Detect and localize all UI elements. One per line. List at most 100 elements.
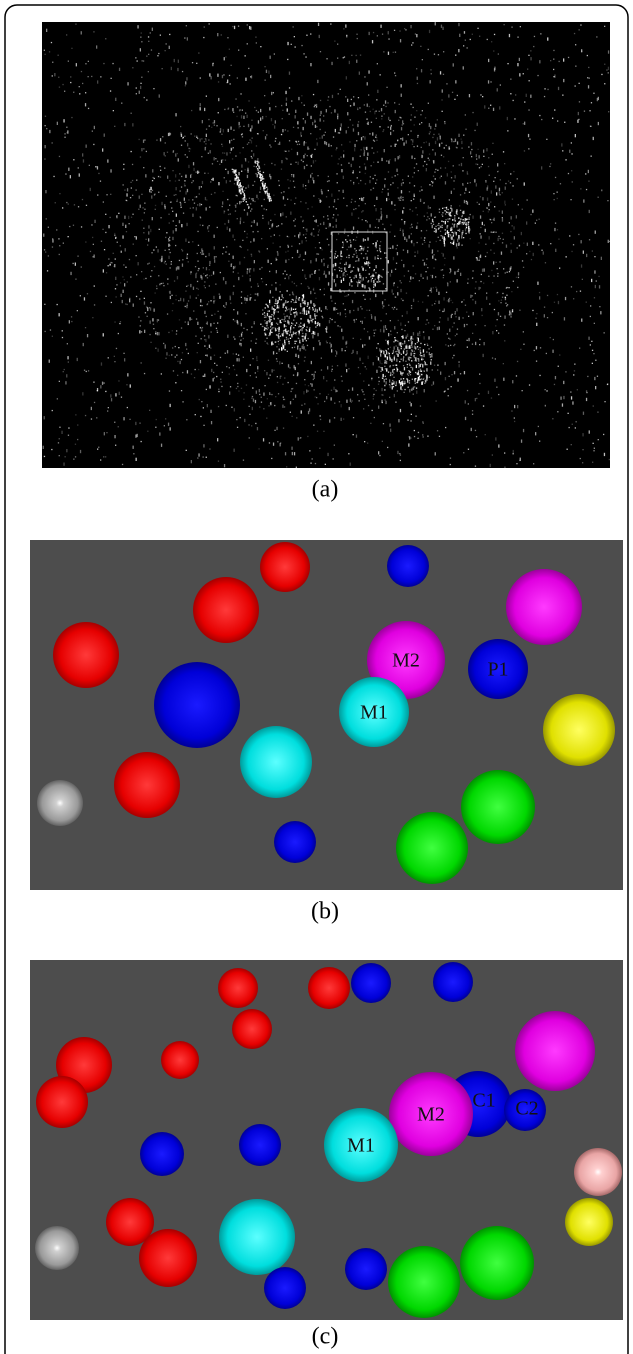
- noise-dot: [606, 383, 609, 386]
- noise-dot: [426, 212, 428, 214]
- noise-dot: [245, 384, 248, 386]
- noise-dot: [234, 267, 236, 269]
- noise-dot: [398, 155, 401, 159]
- noise-dot: [274, 302, 276, 305]
- noise-dot: [416, 225, 418, 229]
- noise-dot: [67, 130, 69, 134]
- noise-dot: [321, 259, 323, 263]
- noise-dot: [399, 227, 402, 230]
- noise-dot: [213, 300, 215, 304]
- noise-dot: [369, 298, 371, 300]
- noise-dot: [355, 318, 357, 321]
- noise-dot: [391, 307, 393, 309]
- noise-dot: [462, 219, 464, 221]
- noise-dot: [370, 165, 372, 167]
- noise-dot: [467, 173, 469, 175]
- noise-dot: [454, 98, 456, 100]
- noise-dot: [461, 214, 463, 217]
- sphere: [37, 780, 83, 826]
- noise-dot: [384, 299, 386, 301]
- noise-dot: [182, 401, 184, 403]
- noise-dot: [314, 320, 316, 325]
- noise-dot: [400, 138, 402, 140]
- noise-dot: [200, 274, 202, 279]
- noise-dot: [310, 383, 312, 385]
- noise-dot: [320, 369, 323, 371]
- noise-dot: [317, 253, 320, 255]
- noise-dot: [314, 304, 316, 306]
- noise-dot: [193, 202, 196, 204]
- noise-dot: [456, 308, 458, 312]
- noise-dot: [594, 284, 596, 289]
- noise-dot: [432, 181, 434, 183]
- noise-dot: [497, 237, 499, 242]
- noise-dot: [232, 255, 234, 259]
- noise-dot: [205, 315, 207, 318]
- noise-dot: [278, 326, 280, 331]
- noise-dot: [127, 373, 129, 377]
- noise-dot: [376, 137, 378, 139]
- noise-dot: [336, 351, 338, 355]
- noise-dot: [242, 337, 244, 340]
- noise-dot: [414, 378, 416, 382]
- noise-dot: [157, 249, 159, 253]
- noise-dot: [303, 323, 305, 327]
- noise-dot: [553, 76, 555, 78]
- noise-dot: [512, 453, 514, 455]
- noise-dot: [597, 121, 599, 126]
- noise-dot: [314, 247, 317, 249]
- noise-dot: [110, 394, 112, 398]
- noise-dot: [237, 354, 240, 356]
- noise-dot: [367, 281, 369, 283]
- noise-dot: [407, 134, 409, 136]
- noise-dot: [432, 136, 434, 139]
- noise-dot: [438, 227, 440, 229]
- noise-dot: [404, 28, 406, 30]
- noise-dot: [571, 181, 573, 183]
- noise-dot: [269, 227, 271, 230]
- noise-dot: [225, 168, 227, 170]
- noise-dot: [291, 175, 293, 177]
- noise-dot: [431, 369, 433, 371]
- noise-dot: [431, 274, 434, 279]
- noise-dot: [194, 196, 196, 198]
- noise-dot: [523, 150, 526, 152]
- noise-dot: [293, 186, 296, 188]
- noise-dot: [234, 171, 236, 173]
- noise-dot: [404, 330, 406, 332]
- noise-dot: [225, 56, 227, 58]
- noise-dot: [262, 171, 265, 174]
- noise-dot: [512, 449, 514, 454]
- noise-dot: [588, 430, 590, 434]
- noise-dot: [280, 133, 283, 136]
- noise-dot: [443, 308, 445, 312]
- noise-dot: [160, 169, 162, 171]
- noise-dot: [298, 96, 300, 101]
- noise-dot: [424, 343, 426, 346]
- noise-dot: [255, 342, 257, 344]
- noise-dot: [348, 60, 350, 65]
- noise-dot: [381, 301, 384, 305]
- noise-dot: [177, 360, 179, 363]
- noise-dot: [156, 332, 159, 336]
- noise-dot: [204, 339, 206, 341]
- noise-dot: [406, 366, 408, 368]
- noise-dot: [387, 192, 389, 196]
- noise-dot: [461, 221, 463, 226]
- noise-dot: [183, 298, 185, 302]
- noise-dot: [154, 208, 156, 210]
- noise-dot: [286, 273, 288, 276]
- noise-dot: [603, 452, 606, 457]
- noise-dot: [123, 279, 125, 281]
- noise-dot: [297, 140, 300, 143]
- noise-dot: [497, 53, 499, 55]
- noise-dot: [242, 198, 245, 201]
- sphere: [461, 770, 535, 844]
- noise-dot: [471, 277, 474, 279]
- noise-dot: [328, 271, 330, 275]
- noise-dot: [453, 180, 455, 182]
- noise-dot: [241, 331, 243, 334]
- noise-dot: [452, 232, 455, 236]
- noise-dot: [51, 246, 54, 248]
- noise-dot: [341, 348, 343, 352]
